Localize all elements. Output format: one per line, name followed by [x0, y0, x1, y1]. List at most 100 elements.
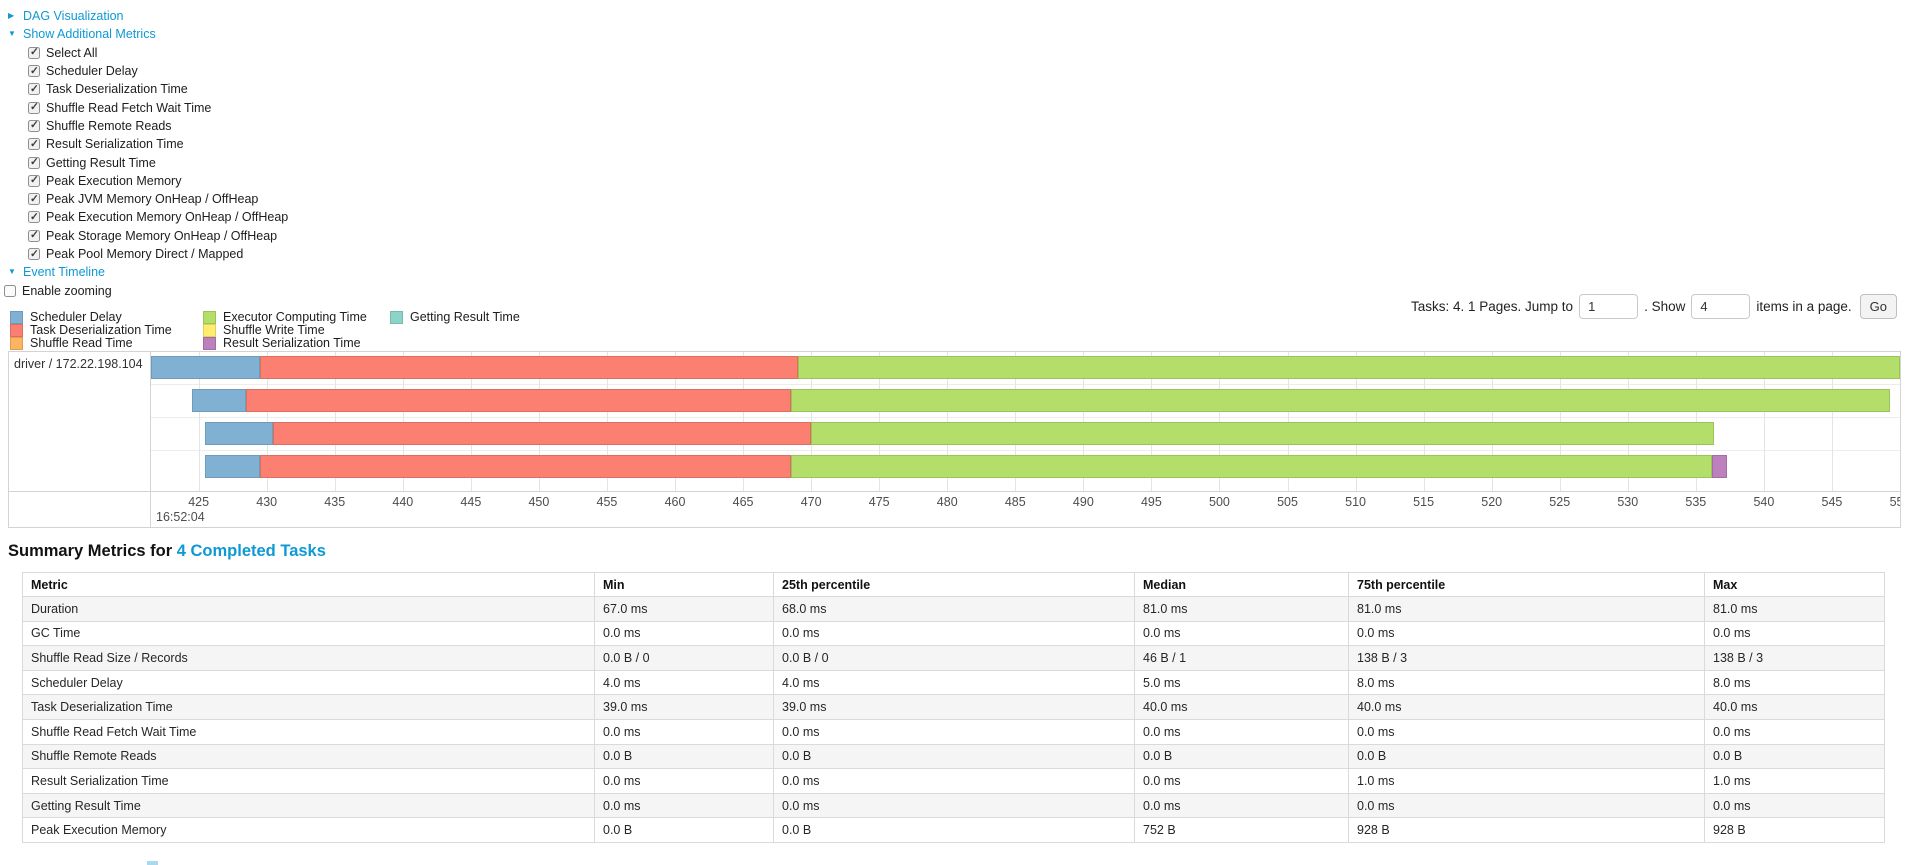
checkbox-shuffle-read-fetch-wait-time[interactable] — [28, 101, 40, 114]
metric-value-cell: 0.0 B / 0 — [773, 645, 1135, 671]
metric-value-cell: 46 B / 1 — [1134, 645, 1349, 671]
jump-to-page-input[interactable] — [1579, 293, 1639, 319]
task-bar-segment-scheduler_delay[interactable] — [191, 389, 247, 412]
checkbox-scheduler-delay[interactable] — [28, 65, 40, 78]
metric-value-cell: 0.0 ms — [773, 792, 1135, 819]
task-bar-segment-executor_computing[interactable] — [797, 356, 1900, 379]
metric-name-cell: Shuffle Read Size / Records — [22, 645, 595, 671]
task-bar-segment-scheduler_delay[interactable] — [151, 356, 260, 379]
go-button[interactable]: Go — [1859, 293, 1897, 319]
checkbox-task-deserialization-time[interactable] — [28, 83, 40, 96]
task-bar-segment-result_serialization[interactable] — [1712, 455, 1728, 478]
checkbox-peak-pool-memory-direct-mapped[interactable] — [28, 248, 40, 260]
metric-value-cell: 928 B — [1348, 817, 1705, 843]
metric-checkbox-row-peak-execution-memory-onheap-offheap[interactable]: Peak Execution Memory OnHeap / OffHeap — [4, 208, 288, 226]
checkbox-label: Shuffle Remote Reads — [46, 118, 172, 133]
metric-checkbox-row-shuffle-read-fetch-wait-time[interactable]: Shuffle Read Fetch Wait Time — [4, 98, 288, 116]
checkbox-peak-storage-memory-onheap-offheap[interactable] — [28, 229, 40, 242]
enable-zooming-row[interactable]: Enable zooming — [4, 281, 288, 299]
completed-tasks-link[interactable]: 4 Completed Tasks — [176, 542, 326, 560]
chevron-down-icon: ▼ — [8, 29, 16, 39]
task-bar-segment-scheduler_delay[interactable] — [205, 422, 274, 445]
metric-value-cell: 0.0 ms — [594, 792, 774, 819]
checkbox-label: Peak Pool Memory Direct / Mapped — [46, 247, 244, 261]
timeline-tick-label: 540 — [1753, 495, 1775, 509]
column-header-median: Median — [1134, 572, 1349, 597]
timeline-gridline — [198, 352, 200, 491]
timeline-tick-label: 505 — [1277, 495, 1298, 509]
checkbox-label: Shuffle Read Fetch Wait Time — [46, 100, 212, 115]
dag-visualization-link[interactable]: DAG Visualization — [23, 9, 124, 24]
checkbox-select-all[interactable] — [28, 46, 40, 59]
task-bar-segment-executor_computing[interactable] — [790, 455, 1713, 478]
event-timeline-link[interactable]: Event Timeline — [23, 265, 105, 280]
task-bar-segment-task_deserialization[interactable] — [273, 422, 812, 445]
enable-zooming-checkbox[interactable] — [4, 284, 16, 297]
metric-value-cell: 4.0 ms — [594, 669, 774, 696]
show-additional-metrics-toggle[interactable]: ▼ Show Additional Metrics — [4, 25, 288, 43]
metric-checkbox-row-peak-execution-memory[interactable]: Peak Execution Memory — [4, 172, 288, 190]
task-bar-segment-task_deserialization[interactable] — [246, 389, 791, 412]
checkbox-result-serialization-time[interactable] — [28, 138, 40, 151]
checkbox-peak-execution-memory[interactable] — [28, 174, 40, 187]
timeline-tick-label: 490 — [1072, 495, 1094, 509]
dag-visualization-toggle[interactable]: ▶ DAG Visualization — [4, 7, 288, 25]
metric-value-cell: 39.0 ms — [773, 694, 1135, 720]
metric-checkbox-row-peak-storage-memory-onheap-offheap[interactable]: Peak Storage Memory OnHeap / OffHeap — [4, 227, 288, 245]
table-row-gc-time: GC Time 0.0 ms 0.0 ms 0.0 ms 0.0 ms 0.0 ms — [22, 620, 1885, 647]
metric-checkbox-row-scheduler-delay[interactable]: Scheduler Delay — [4, 62, 288, 80]
checkbox-shuffle-remote-reads[interactable] — [28, 119, 40, 132]
table-row-duration: Duration 67.0 ms 68.0 ms 81.0 ms 81.0 ms 81.0… — [22, 596, 1885, 622]
metric-checkbox-row-peak-pool-memory-direct-mapped[interactable]: Peak Pool Memory Direct / Mapped — [4, 245, 288, 263]
checkbox-peak-jvm-memory-onheap-offheap[interactable] — [28, 193, 40, 206]
task-bar-segment-task_deserialization[interactable] — [259, 455, 791, 478]
task-bar-segment-scheduler_delay[interactable] — [205, 455, 260, 478]
timeline-gridline — [675, 352, 677, 491]
timeline-tick-label: 430 — [256, 495, 278, 509]
chevron-down-icon: ▼ — [8, 267, 16, 277]
task-bar-segment-executor_computing[interactable] — [811, 422, 1714, 445]
checkbox-peak-execution-memory-onheap-offheap[interactable] — [28, 211, 40, 224]
metric-checkbox-row-peak-jvm-memory-onheap-offheap[interactable]: Peak JVM Memory OnHeap / OffHeap — [4, 190, 288, 208]
metric-value-cell: 752 B — [1134, 817, 1349, 843]
metric-checkbox-row-select-all[interactable]: Select All — [4, 44, 288, 62]
metric-value-cell: 138 B / 3 — [1348, 645, 1705, 671]
task-deserialization-time-swatch-icon — [10, 324, 23, 337]
checkbox-label: Peak Execution Memory OnHeap / OffHeap — [46, 210, 289, 225]
result-serialization-time-swatch-icon — [203, 337, 216, 350]
timeline-tick-label: 535 — [1685, 495, 1707, 509]
executor-group-label: driver / 172.22.198.104 — [14, 357, 143, 371]
metric-value-cell: 0.0 ms — [1348, 792, 1705, 819]
event-timeline-toggle[interactable]: ▼ Event Timeline — [4, 263, 288, 281]
metric-value-cell: 0.0 B — [773, 743, 1135, 770]
metric-checkbox-row-result-serialization-time[interactable]: Result Serialization Time — [4, 135, 288, 153]
task-bar-segment-task_deserialization[interactable] — [259, 356, 798, 379]
metric-value-cell: 67.0 ms — [594, 596, 774, 622]
table-row-scheduler-delay: Scheduler Delay 4.0 ms 4.0 ms 5.0 ms 8.0 ms 8… — [22, 669, 1885, 696]
task-bar-segment-executor_computing[interactable] — [790, 389, 1891, 412]
checkbox-getting-result-time[interactable] — [28, 156, 40, 169]
items-per-page-input[interactable] — [1691, 293, 1751, 319]
legend-label: Shuffle Write Time — [223, 323, 325, 337]
legend-item-executor-computing-time: Executor Computing Time — [203, 310, 367, 324]
timeline-gridline — [1695, 352, 1697, 491]
timeline-gridline — [266, 352, 268, 491]
checkbox-label: Peak JVM Memory OnHeap / OffHeap — [46, 192, 259, 207]
timeline-tick-label: 480 — [936, 495, 958, 509]
timeline-gridline — [1355, 352, 1357, 491]
executor-computing-time-swatch-icon — [203, 311, 216, 324]
metric-checkbox-row-getting-result-time[interactable]: Getting Result Time — [4, 153, 288, 171]
show-additional-metrics-link[interactable]: Show Additional Metrics — [23, 27, 156, 42]
table-row-task-deserialization-time: Task Deserialization Time 39.0 ms 39.0 ms 4… — [22, 694, 1885, 720]
table-row-getting-result-time: Getting Result Time 0.0 ms 0.0 ms 0.0 ms 0.0… — [22, 792, 1885, 819]
metric-value-cell: 8.0 ms — [1348, 669, 1705, 696]
timeline-tick-label: 435 — [324, 495, 346, 509]
timeline-tick-label: 460 — [664, 495, 686, 509]
metric-checkbox-row-shuffle-remote-reads[interactable]: Shuffle Remote Reads — [4, 117, 288, 135]
metric-checkbox-row-task-deserialization-time[interactable]: Task Deserialization Time — [4, 80, 288, 98]
metric-name-cell: Getting Result Time — [22, 792, 595, 819]
column-header-max: Max — [1704, 572, 1885, 597]
legend-label: Result Serialization Time — [223, 336, 361, 350]
timeline-gridline — [743, 352, 745, 491]
checkbox-label: Select All — [46, 45, 98, 60]
